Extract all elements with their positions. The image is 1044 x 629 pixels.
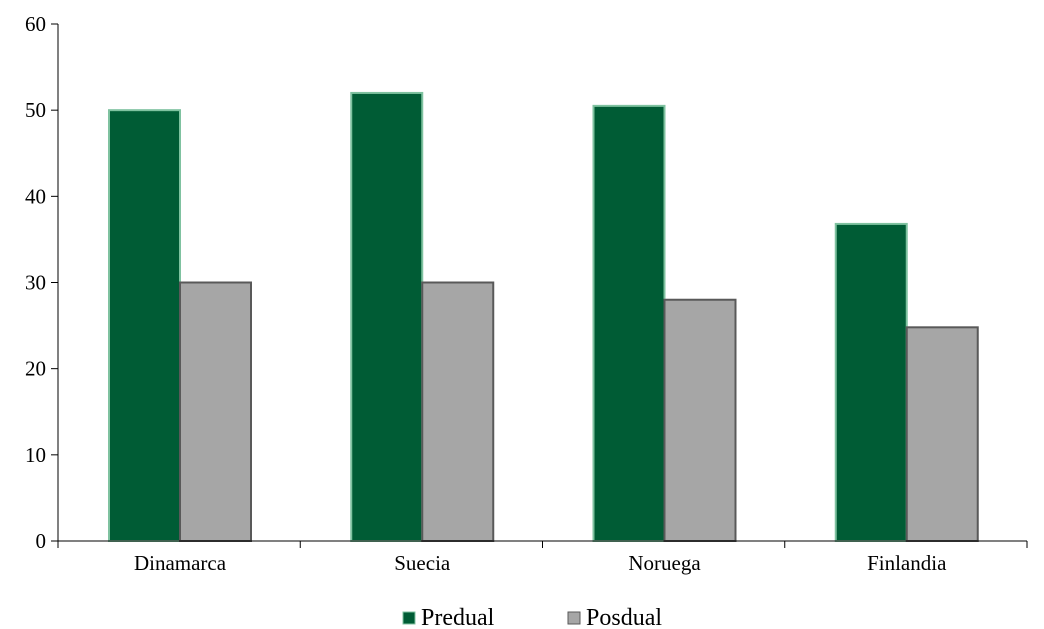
legend-swatch [402, 611, 416, 625]
bars-layer [108, 91, 979, 543]
y-tick-label: 50 [25, 98, 46, 122]
y-tick-label: 0 [36, 529, 47, 553]
x-tick-label: Dinamarca [134, 551, 227, 575]
y-tick-label: 20 [25, 357, 46, 381]
bar-predual [108, 109, 181, 543]
x-labels-layer: Dinamarca Suecia Noruega Finlandia [57, 541, 1028, 575]
bar-predual [592, 104, 666, 542]
x-tick-label: Noruega [628, 551, 701, 575]
y-tick-label: 60 [25, 12, 46, 36]
bar-predual [834, 222, 908, 542]
y-tick-label: 40 [25, 184, 46, 208]
x-tick-label: Suecia [394, 551, 451, 575]
legend-label: Predual [421, 605, 495, 629]
legend-label: Posdual [586, 605, 662, 629]
y-ticks-layer: 0 10 20 30 40 50 60 [25, 12, 58, 553]
y-tick-label: 30 [25, 271, 46, 295]
y-tick-label: 10 [25, 443, 46, 467]
bar-posdual [421, 281, 495, 542]
x-tick-label: Finlandia [867, 551, 947, 575]
bar-predual [350, 91, 424, 543]
bar-posdual [663, 298, 737, 542]
bar-posdual [179, 281, 252, 542]
bar-posdual [905, 326, 979, 542]
legend: Predual Posdual [402, 605, 662, 629]
legend-swatch [567, 611, 581, 625]
